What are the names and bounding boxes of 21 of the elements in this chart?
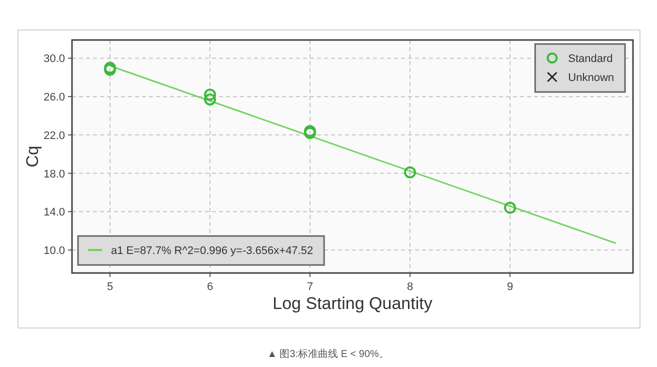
text: ▲ 图3:标准曲线 E < 90%。 [267, 348, 389, 360]
y-tick-label: 18.0 [44, 168, 65, 180]
y-tick-label: 30.0 [44, 53, 65, 66]
y-tick-label: 26.0 [44, 92, 65, 104]
x-axis-title: Log Starting Quantity [272, 294, 433, 313]
legend-label: a1 E=87.7% R^2=0.996 y=-3.656x+47.52 [111, 245, 314, 257]
y-axis-title: Cq [23, 146, 42, 168]
point [504, 202, 516, 214]
point [204, 93, 216, 106]
x-tick-label: 6 [206, 281, 214, 293]
legend-label: Unknown [568, 72, 614, 84]
legend-label: Standard [568, 53, 613, 65]
y-tick-label: 22.0 [44, 130, 65, 142]
y-tick-label: 10.0 [44, 244, 65, 257]
x-tick-label: 7 [306, 281, 314, 293]
point [204, 88, 216, 101]
y-tick-label: 14.0 [44, 206, 65, 219]
x-tick-label: 5 [106, 281, 114, 293]
point [404, 166, 416, 178]
x-tick-label: 8 [406, 281, 414, 293]
x-tick-label: 9 [506, 281, 514, 293]
